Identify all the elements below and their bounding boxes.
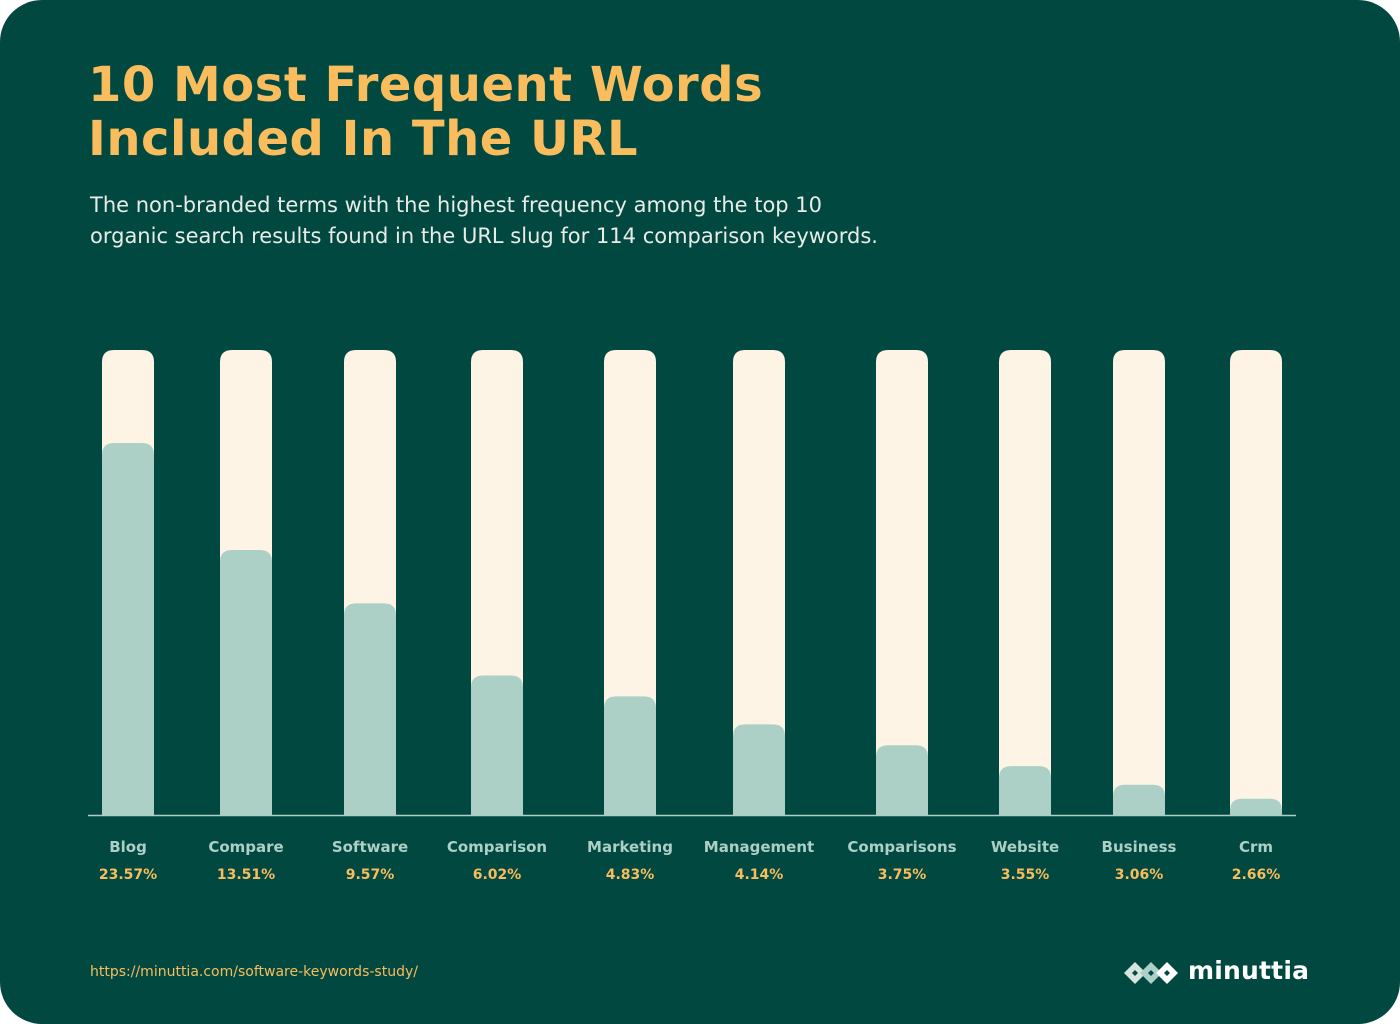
value-label-blog: 23.57% <box>99 867 157 883</box>
bar-comparison <box>471 675 523 815</box>
bar-crm <box>1230 798 1282 815</box>
chart-subtitle-line-2: organic search results found in the URL … <box>90 224 878 248</box>
value-label-marketing: 4.83% <box>606 867 655 883</box>
category-label-blog: Blog <box>109 838 147 856</box>
bar-track-website <box>999 350 1051 815</box>
bar-compare <box>220 549 272 815</box>
value-label-compare: 13.51% <box>217 867 275 883</box>
value-label-management: 4.14% <box>735 867 784 883</box>
value-label-website: 3.55% <box>1001 867 1050 883</box>
value-label-comparisons: 3.75% <box>878 867 927 883</box>
bar-management <box>733 724 785 815</box>
bar-business <box>1113 784 1165 815</box>
value-label-crm: 2.66% <box>1232 867 1281 883</box>
category-label-software: Software <box>332 838 408 856</box>
bar-software <box>344 603 396 815</box>
bar-track-crm <box>1230 350 1282 815</box>
category-label-business: Business <box>1102 838 1177 856</box>
bar-comparisons <box>876 745 928 815</box>
category-label-management: Management <box>704 838 814 856</box>
chart-subtitle-line-1: The non-branded terms with the highest f… <box>90 193 823 217</box>
bar-chart: Blog 23.57% Compare 13.51% Software 9.57% Comp… <box>88 350 1296 883</box>
category-label-crm: Crm <box>1239 838 1273 856</box>
category-label-website: Website <box>991 838 1059 856</box>
chart-subtitle: The non-branded terms with the highest f… <box>90 190 990 252</box>
category-label-compare: Compare <box>208 838 283 856</box>
minuttia-diamond-logo-icon <box>1124 962 1178 984</box>
value-label-comparison: 6.02% <box>473 867 522 883</box>
bar-marketing <box>604 696 656 815</box>
bar-website <box>999 766 1051 815</box>
brand-logo: minuttia <box>1124 954 1324 994</box>
chart-title-line-1: 10 Most Frequent Words <box>88 57 764 113</box>
category-label-marketing: Marketing <box>587 838 673 856</box>
category-label-comparison: Comparison <box>447 838 547 856</box>
chart-title-line-2: Included In The URL <box>88 111 639 167</box>
bar-track-management <box>733 350 785 815</box>
value-label-software: 9.57% <box>346 867 395 883</box>
bar-track-comparisons <box>876 350 928 815</box>
brand-name: minuttia <box>1188 956 1310 985</box>
bar-track-business <box>1113 350 1165 815</box>
bar-blog <box>102 443 154 815</box>
chart-title: 10 Most Frequent Words Included In The U… <box>88 58 1088 166</box>
source-url[interactable]: https://minuttia.com/software-keywords-s… <box>90 964 418 980</box>
value-label-business: 3.06% <box>1115 867 1164 883</box>
category-label-comparisons: Comparisons <box>847 838 956 856</box>
